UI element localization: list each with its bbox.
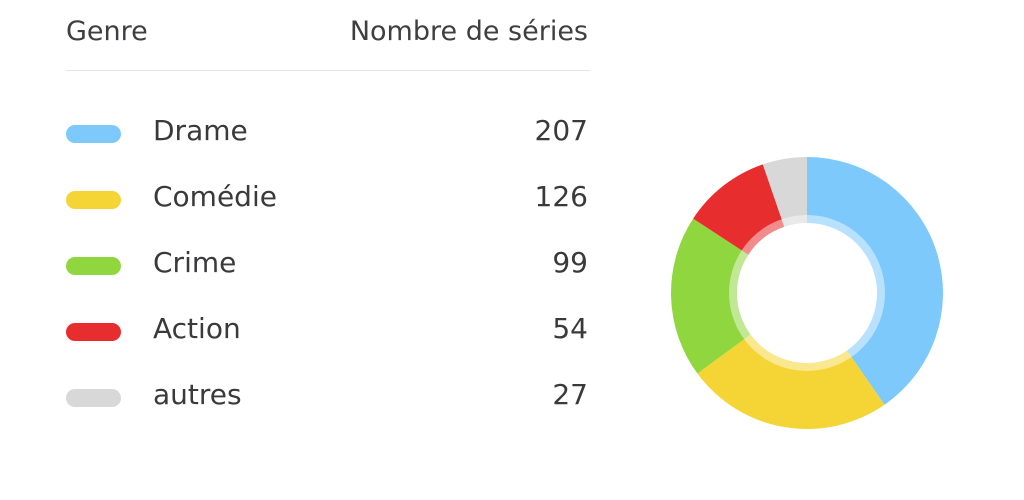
comedie-label: Comédie xyxy=(153,180,277,213)
comedie-color-swatch xyxy=(66,191,121,209)
autres-color-swatch xyxy=(66,389,121,407)
drame-value: 207 xyxy=(534,114,588,147)
comedie-value: 126 xyxy=(534,180,588,213)
autres-value: 27 xyxy=(552,378,588,411)
action-color-swatch xyxy=(66,323,121,341)
donut-slice-comedie xyxy=(697,334,885,429)
donut-slice-crime xyxy=(671,218,751,374)
table-header: Genre Nombre de séries xyxy=(66,14,590,71)
legend-row-crime: Crime 99 xyxy=(66,232,590,298)
donut-inner-ring xyxy=(729,215,885,371)
series-count-column-header: Nombre de séries xyxy=(349,16,588,47)
donut-slice-drame xyxy=(807,157,943,405)
legend-row-drame: Drame 207 xyxy=(66,100,590,166)
genre-column-header: Genre xyxy=(66,16,148,47)
donut-hole xyxy=(737,223,877,363)
donut-slice-autres xyxy=(762,157,807,227)
action-label: Action xyxy=(153,312,241,345)
crime-value: 99 xyxy=(552,246,588,279)
legend-row-autres: autres 27 xyxy=(66,364,590,430)
drame-label: Drame xyxy=(153,114,248,147)
action-value: 54 xyxy=(552,312,588,345)
drame-color-swatch xyxy=(66,125,121,143)
crime-label: Crime xyxy=(153,246,237,279)
legend-row-comedie: Comédie 126 xyxy=(66,166,590,232)
donut-slice-action xyxy=(693,164,785,255)
autres-label: autres xyxy=(153,378,242,411)
crime-color-swatch xyxy=(66,257,121,275)
legend-row-action: Action 54 xyxy=(66,298,590,364)
genre-legend-list: Drame 207 Comédie 126 Crime 99 Action 54… xyxy=(66,100,590,430)
genre-donut-chart xyxy=(671,157,943,429)
